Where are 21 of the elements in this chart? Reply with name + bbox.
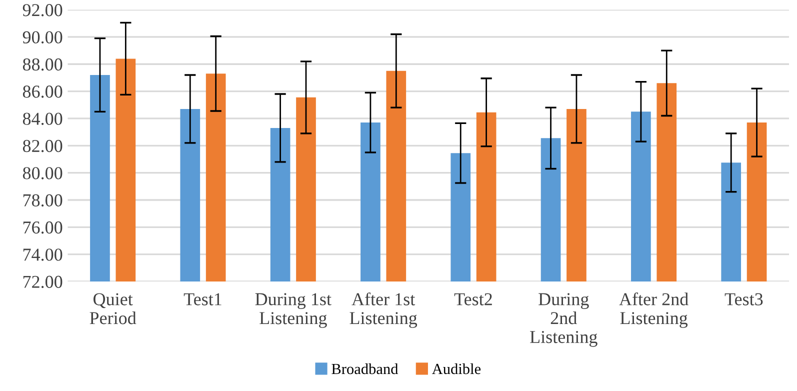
y-tick-label: 78.00 (23, 194, 62, 207)
x-tick-label: During 1st Listening (255, 293, 332, 328)
x-tick-label: Test3 (724, 293, 763, 306)
y-tick-label: 84.00 (22, 112, 62, 125)
y-tick-label: 74.00 (23, 248, 62, 261)
legend-label: Broadband (332, 363, 398, 374)
x-tick-label: After 2nd Listening (619, 292, 688, 328)
y-tick-label: 82.00 (22, 140, 62, 152)
x-tick-label: Test1 (184, 293, 222, 306)
y-tick-label: 72.00 (23, 276, 62, 288)
x-tick-label: After 1st Listening (350, 292, 418, 328)
y-tick-label: 76.00 (23, 221, 62, 234)
x-tick-label: During 2nd Listening (530, 293, 598, 347)
x-tick-label: Quiet Period (90, 293, 136, 324)
y-tick-label: 92.00 (22, 4, 62, 16)
y-tick-label: 90.00 (22, 31, 62, 44)
y-tick-label: 88.00 (22, 58, 62, 71)
x-tick-label: Test2 (454, 293, 492, 306)
legend-label: Audible (432, 363, 481, 374)
y-tick-label: 80.00 (22, 167, 62, 180)
y-tick-label: 86.00 (22, 86, 62, 98)
